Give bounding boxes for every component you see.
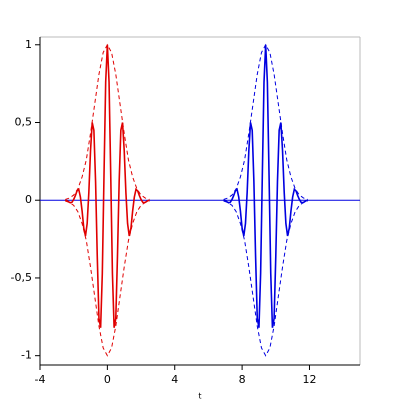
x-axis-label: t [198,392,201,401]
envelope [65,200,150,357]
y-tick-label: -0,5 [11,271,32,284]
envelope [223,43,308,200]
x-tick-label: 8 [239,373,246,386]
envelope [223,200,308,357]
x-tick-label: 0 [104,373,111,386]
y-tick-label: -1 [21,349,32,362]
x-tick-label: 4 [171,373,178,386]
y-tick-label: 0 [25,193,32,206]
envelope [65,43,150,200]
x-tick-label: 12 [302,373,316,386]
y-tick-label: 1 [25,38,32,51]
x-tick-label: -4 [35,373,46,386]
wave [64,44,150,328]
wave [223,44,309,328]
y-tick-label: 0,5 [15,115,33,128]
